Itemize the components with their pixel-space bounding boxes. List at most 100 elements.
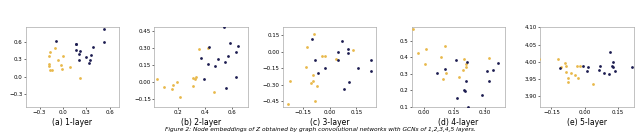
Point (608, 66, 618, 68)
Point (47, 69, 57, 71)
Point (582, 70, 592, 72)
X-axis label: (d) 4-layer: (d) 4-layer (438, 118, 479, 127)
X-axis label: (a) 1-layer: (a) 1-layer (52, 118, 92, 127)
Point (84, 62, 94, 64)
Point (570, 74, 580, 76)
Point (333, 59, 343, 61)
Point (231, 76, 241, 78)
Point (76, 50, 86, 52)
Point (534, 58, 544, 60)
Point (319, 55, 330, 58)
Point (81, 56, 91, 58)
Point (454, 75, 464, 78)
Point (219, 26, 229, 28)
Point (220, 61, 230, 63)
Point (312, 85, 322, 87)
Point (365, 70, 376, 72)
Point (188, 77, 198, 79)
Point (44, 63, 54, 65)
Point (57, 68, 67, 70)
Point (308, 74, 318, 76)
Point (44, 65, 54, 67)
Point (310, 100, 321, 102)
Point (172, 81, 182, 84)
Point (343, 51, 353, 54)
Point (595, 65, 605, 67)
Point (459, 58, 469, 60)
Point (84, 59, 95, 61)
Point (344, 81, 355, 84)
Point (199, 78, 209, 80)
Point (74, 53, 84, 55)
Point (167, 87, 177, 90)
Point (339, 88, 349, 90)
X-axis label: (e) 5-layer: (e) 5-layer (567, 118, 607, 127)
Point (189, 109, 199, 111)
Point (333, 51, 343, 53)
Point (610, 70, 620, 72)
Point (284, 79, 294, 82)
Point (594, 69, 604, 72)
Point (307, 38, 317, 40)
Point (563, 77, 573, 79)
Point (440, 45, 451, 47)
Point (488, 69, 499, 71)
Point (52, 59, 63, 61)
Point (577, 65, 588, 67)
Point (210, 65, 220, 67)
Point (365, 59, 376, 61)
Point (420, 63, 430, 65)
Point (560, 62, 570, 64)
Point (191, 76, 202, 79)
Point (331, 58, 341, 60)
Point (308, 80, 318, 83)
Point (413, 52, 423, 54)
Point (459, 89, 469, 91)
Point (555, 67, 565, 69)
Point (554, 58, 564, 60)
Point (70, 43, 81, 45)
Point (458, 69, 468, 72)
Point (56, 64, 66, 66)
Point (420, 48, 431, 50)
Point (209, 91, 219, 93)
Point (441, 72, 451, 74)
Point (50, 47, 60, 49)
X-axis label: (b) 2-layer: (b) 2-layer (181, 118, 221, 127)
Point (152, 78, 163, 80)
Point (74, 58, 84, 61)
Point (71, 49, 81, 52)
Point (460, 90, 470, 92)
Point (627, 66, 637, 68)
Point (573, 77, 584, 79)
Point (190, 78, 200, 80)
Point (575, 65, 585, 67)
Point (483, 70, 493, 72)
Point (86, 54, 97, 56)
Point (563, 81, 573, 83)
Point (58, 55, 68, 57)
Point (45, 69, 55, 71)
Point (188, 85, 198, 87)
Point (461, 66, 471, 68)
Point (212, 58, 223, 61)
Point (484, 57, 494, 59)
Point (604, 73, 614, 75)
Point (607, 65, 618, 67)
Point (556, 66, 566, 68)
Point (202, 47, 212, 49)
Point (301, 46, 312, 48)
Point (451, 58, 461, 61)
Point (65, 66, 75, 68)
Point (99, 28, 109, 31)
Point (301, 66, 311, 68)
Point (159, 86, 169, 88)
Point (432, 72, 442, 74)
Point (435, 56, 445, 58)
Point (70, 43, 81, 45)
Point (221, 86, 231, 89)
Point (168, 84, 179, 86)
Point (561, 71, 571, 73)
Point (440, 68, 451, 71)
Text: Figure 2: Node embeddings of Z obtained by graph convolutional networks with GCN: Figure 2: Node embeddings of Z obtained … (164, 127, 476, 132)
